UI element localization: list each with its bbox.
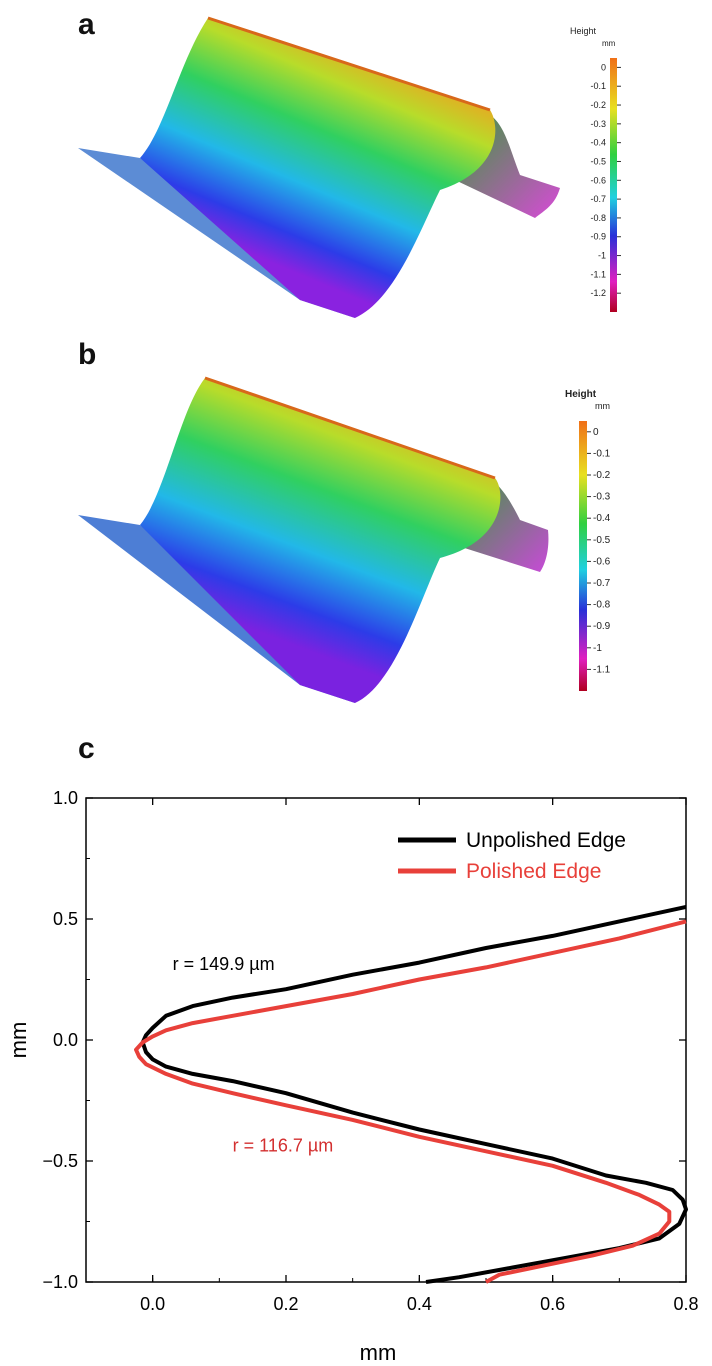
colorbar-a-tick-label: -0.8 xyxy=(590,213,606,223)
edge-profile-chart: 0.0 0.2 0.4 0.6 0.8 −1.0 −0.5 0.0 0.5 1.0 mm mm U… xyxy=(6,788,699,1365)
colorbar-b-tick-label: -0.5 xyxy=(593,535,611,546)
x-tick-label: 0.4 xyxy=(407,1294,432,1314)
surface-plot-b xyxy=(78,376,549,703)
colorbar-a-title: Height xyxy=(570,26,597,36)
colorbar-a-tick-label: -1 xyxy=(598,251,606,261)
surface-b-main-face xyxy=(140,378,501,703)
x-tick-label: 0.2 xyxy=(273,1294,298,1314)
colorbar-a-tick-label: -0.2 xyxy=(590,100,606,110)
colorbar-a-tick-label: -1.1 xyxy=(590,269,606,279)
colorbar-b-tick-label: -0.3 xyxy=(593,492,611,503)
colorbar-b-tick-label: -0.1 xyxy=(593,448,611,459)
colorbar-b-tick-label: -0.9 xyxy=(593,621,611,632)
colorbar-b-tick-label: -0.6 xyxy=(593,556,611,567)
panel-label-a: a xyxy=(78,8,95,41)
colorbar-b-bar xyxy=(579,421,587,691)
colorbar-b-tick-label: -1.1 xyxy=(593,664,611,675)
colorbar-a: Height mm 0 -0.1 -0.2 -0.3 -0.4 -0.5 -0.6 -0.7 -… xyxy=(570,26,621,312)
colorbar-b-title: Height xyxy=(565,389,597,400)
annotation-unpolished-radius: r = 149.9 µm xyxy=(173,954,275,974)
surface-b-back-slope xyxy=(455,480,549,572)
colorbar-b-tick-label: -1 xyxy=(593,643,602,654)
colorbar-a-tick-label: -0.1 xyxy=(590,81,606,91)
x-tick-label: 0.6 xyxy=(540,1294,565,1314)
colorbar-b-unit: mm xyxy=(595,401,610,411)
colorbar-b-tick-label: -0.4 xyxy=(593,513,611,524)
x-tick-label: 0.8 xyxy=(673,1294,698,1314)
x-axis-label: mm xyxy=(360,1340,397,1365)
y-tick-label: 0.0 xyxy=(53,1030,78,1050)
colorbar-b: Height mm 0 -0.1 -0.2 -0.3 -0.4 -0.5 -0.6 -0.7 -… xyxy=(565,389,611,691)
legend-label-unpolished: Unpolished Edge xyxy=(466,829,626,852)
legend: Unpolished Edge Polished Edge xyxy=(398,829,626,883)
y-tick-label: 1.0 xyxy=(53,788,78,808)
panel-label-b: b xyxy=(78,338,97,371)
y-tick-label: −1.0 xyxy=(42,1272,78,1292)
y-tick-label: 0.5 xyxy=(53,909,78,929)
colorbar-b-tick-label: -0.7 xyxy=(593,578,611,589)
colorbar-a-bar xyxy=(610,58,617,312)
colorbar-a-tick-label: -0.9 xyxy=(590,232,606,242)
colorbar-b-tick-label: -0.2 xyxy=(593,470,611,481)
surface-b-ridge xyxy=(204,376,496,480)
surface-a-main-face xyxy=(140,18,496,318)
panel-label-c: c xyxy=(78,732,95,765)
colorbar-b-tick-label: -0.8 xyxy=(593,600,611,611)
annotation-polished-radius: r = 116.7 µm xyxy=(233,1135,334,1155)
colorbar-b-tick-label: 0 xyxy=(593,427,599,438)
series-line-unpolished xyxy=(140,904,688,1284)
surface-plot-a xyxy=(78,16,560,318)
y-axis-label: mm xyxy=(6,1022,31,1059)
surface-a-ridge xyxy=(207,16,491,112)
colorbar-a-tick-label: -0.5 xyxy=(590,156,606,166)
colorbar-a-unit: mm xyxy=(602,39,616,48)
colorbar-a-tick-label: -0.7 xyxy=(590,194,606,204)
x-tick-label: 0.0 xyxy=(140,1294,165,1314)
colorbar-a-tick-label: -0.3 xyxy=(590,119,606,129)
legend-label-polished: Polished Edge xyxy=(466,860,601,883)
series-line-polished xyxy=(134,919,687,1284)
colorbar-a-tick-label: -1.2 xyxy=(590,288,606,298)
y-tick-label: −0.5 xyxy=(42,1151,78,1171)
colorbar-a-tick-label: -0.4 xyxy=(590,138,606,148)
colorbar-a-tick-label: 0 xyxy=(601,62,606,72)
colorbar-a-tick-label: -0.6 xyxy=(590,175,606,185)
